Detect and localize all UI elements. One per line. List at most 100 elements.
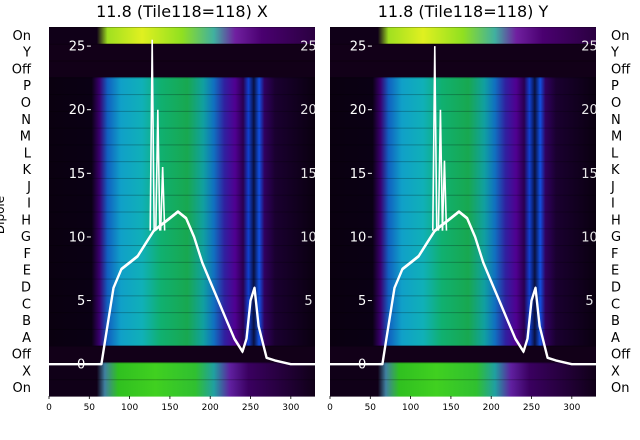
chart-title: 11.8 (Tile118=118) Y	[378, 2, 549, 21]
heatmap-row-divider	[49, 194, 315, 196]
heatmap-row	[49, 27, 315, 45]
heatmap-row-divider	[330, 345, 596, 347]
heatmap-row	[330, 60, 596, 78]
dipole-label: J	[610, 180, 615, 195]
dipole-label: On	[13, 29, 31, 44]
overlay-tick-label-right: 25	[300, 40, 317, 55]
dipole-label: O	[21, 96, 31, 111]
overlay-tick-label: 20	[69, 103, 86, 118]
dipole-label: E	[23, 264, 31, 279]
heatmap-row-divider	[49, 379, 315, 381]
heatmap-row	[330, 379, 596, 397]
dipole-label: I	[27, 197, 31, 212]
overlay-tick-label: 25	[69, 40, 86, 55]
dipole-label: Y	[22, 46, 31, 61]
dipole-label: G	[611, 230, 621, 245]
dipole-label: P	[23, 79, 31, 94]
heatmap-row-divider	[330, 278, 596, 280]
dipole-label: H	[21, 213, 31, 228]
heatmap-row-divider	[49, 127, 315, 129]
heatmap-row-divider	[49, 77, 315, 79]
heatmap-row-divider	[330, 211, 596, 213]
dipole-label: B	[611, 314, 620, 329]
dipole-label: Off	[12, 62, 32, 77]
heatmap-row	[330, 77, 596, 95]
chart-title: 11.8 (Tile118=118) X	[96, 2, 268, 21]
heatmap-row	[49, 177, 315, 196]
heatmap-row	[330, 228, 596, 246]
heatmap-row-divider	[330, 379, 596, 381]
dipole-label: L	[24, 146, 32, 161]
heatmap-row	[49, 345, 315, 364]
x-tick-label: 150	[442, 403, 459, 413]
heatmap-row-divider	[49, 228, 315, 230]
overlay-tick-label-right: 15	[581, 167, 598, 182]
x-tick-label: 0	[46, 403, 52, 413]
overlay-tick-label-right: 10	[581, 230, 598, 245]
overlay-tick-label: 5	[358, 294, 366, 309]
dipole-label: Off	[611, 62, 631, 77]
dipole-label: A	[22, 331, 31, 346]
heatmap-row	[49, 110, 315, 129]
heatmap-row	[330, 194, 596, 213]
heatmap-row	[49, 362, 315, 380]
dipole-label: C	[611, 297, 620, 312]
dipole-label: O	[611, 96, 621, 111]
heatmap-row	[49, 312, 315, 330]
overlay-line	[330, 212, 596, 365]
overlay-tick-label: 10	[69, 230, 86, 245]
heatmap-row	[330, 27, 596, 45]
overlay-spike	[437, 109, 444, 231]
x-tick-label: 300	[563, 403, 580, 413]
heatmap-row-divider	[330, 328, 596, 330]
heatmap-row	[49, 194, 315, 213]
y-axis-label: Dipole	[0, 196, 7, 234]
heatmap-row-divider	[330, 161, 596, 163]
heatmap-row	[330, 345, 596, 364]
heatmap-row	[49, 77, 315, 95]
heatmap-row-divider	[49, 312, 315, 314]
dipole-label: Off	[12, 348, 32, 363]
dipole-label: A	[611, 331, 620, 346]
heatmap-row-divider	[49, 60, 315, 62]
heatmap-row-divider	[49, 94, 315, 96]
heatmap-row-divider	[330, 60, 596, 62]
dipole-label: L	[611, 146, 619, 161]
heatmap-row	[330, 161, 596, 179]
x-tick-label: 0	[327, 403, 333, 413]
overlay-spike	[155, 109, 161, 231]
heatmap-row-divider	[330, 261, 596, 263]
dipole-label: I	[611, 197, 615, 212]
heatmap-row-divider	[49, 43, 315, 45]
x-tick-label: 100	[121, 403, 138, 413]
heatmap-row-divider	[330, 27, 596, 28]
heatmap-row	[330, 110, 596, 129]
dipole-label: On	[611, 29, 629, 44]
heatmap-row-divider	[330, 43, 596, 45]
heatmap-row-divider	[330, 362, 596, 364]
overlay-tick-label-right: 20	[300, 103, 317, 118]
heatmap-row-divider	[330, 94, 596, 96]
dipole-label: N	[21, 113, 31, 128]
heatmap-row-divider	[49, 27, 315, 28]
heatmap-row-divider	[49, 211, 315, 213]
heatmap-row	[49, 245, 315, 263]
heatmap-row	[330, 362, 596, 380]
heatmap-row	[49, 278, 315, 296]
dipole-label: P	[611, 79, 619, 94]
x-tick-label: 250	[523, 403, 540, 413]
heatmap-row	[49, 43, 315, 62]
dipole-label: X	[22, 364, 31, 379]
heatmap-row	[49, 328, 315, 347]
heatmap-row	[49, 161, 315, 179]
heatmap-row	[49, 261, 315, 280]
heatmap-row-divider	[330, 127, 596, 129]
heatmap-row-divider	[330, 245, 596, 247]
overlay-tick-label-right: 10	[300, 230, 317, 245]
x-tick-label: 100	[402, 403, 419, 413]
dipole-label: M	[611, 130, 622, 145]
dipole-label: On	[13, 381, 31, 396]
overlay-tick-label-right: 25	[581, 40, 598, 55]
heatmap-row	[49, 94, 315, 112]
